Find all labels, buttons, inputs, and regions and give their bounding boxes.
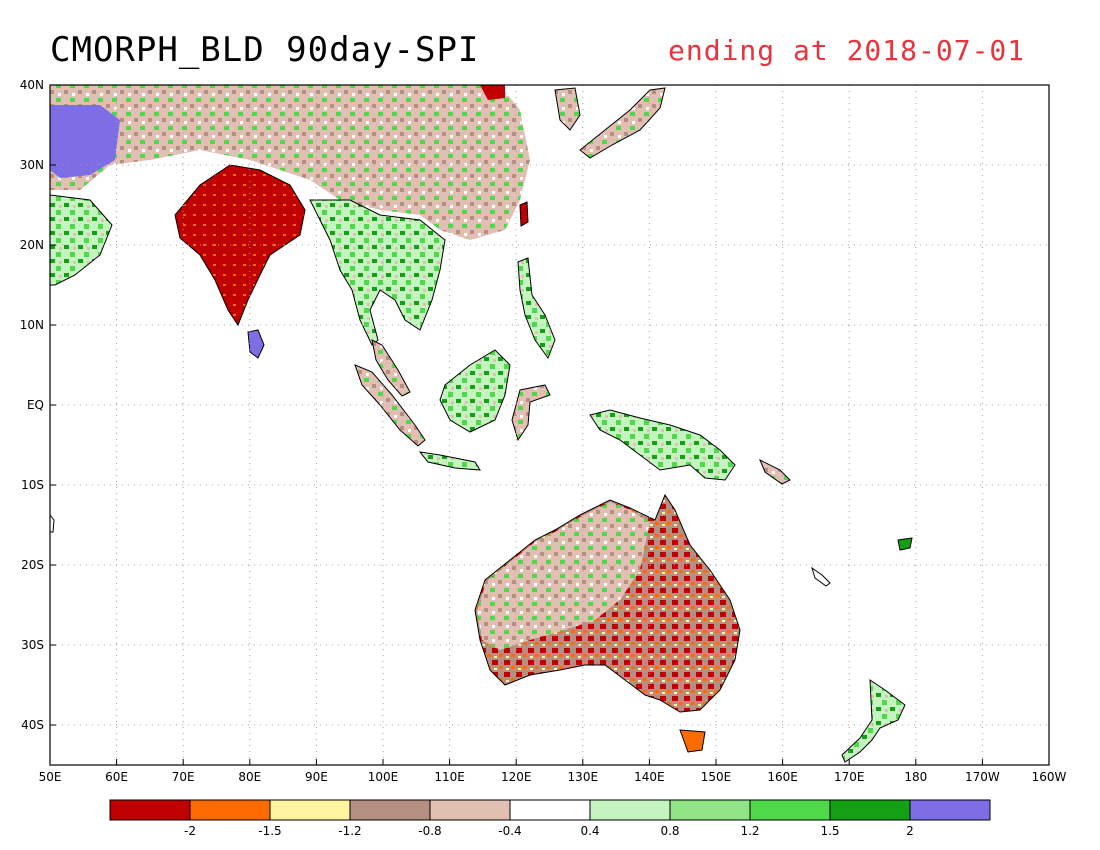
land-arabia xyxy=(50,194,113,286)
legend-swatch xyxy=(189,799,271,821)
land-australia-west xyxy=(477,502,650,650)
land-red-north xyxy=(480,85,505,100)
land-sri-lanka xyxy=(247,329,265,359)
lon-tick-label: 140E xyxy=(634,770,665,784)
lon-tick-label: 130E xyxy=(568,770,599,784)
legend-swatch xyxy=(429,799,511,821)
land-japan xyxy=(579,87,666,159)
latitude-ticks: 40N 30N 20N 10N EQ 10S 20S 30S 40S xyxy=(20,78,56,732)
lon-tick-label: 110E xyxy=(434,770,465,784)
lat-tick-label: 20S xyxy=(21,558,44,572)
land-indochina xyxy=(309,199,446,346)
land-india xyxy=(174,164,306,327)
lon-tick-label: 90E xyxy=(305,770,328,784)
map-subtitle: ending at 2018-07-01 xyxy=(668,34,1026,67)
legend-label: -0.8 xyxy=(418,824,441,838)
lat-tick-label: 10S xyxy=(21,478,44,492)
lon-tick-label: 100E xyxy=(368,770,399,784)
longitude-ticks: 50E 60E 70E 80E 90E 100E 110E 120E 130E 140E 150E 1… xyxy=(39,759,1067,784)
land-solomon xyxy=(759,458,791,485)
land-madagascar xyxy=(50,514,55,533)
legend-swatch xyxy=(589,799,671,821)
land-new-zealand xyxy=(841,679,906,763)
lon-tick-label: 160E xyxy=(767,770,798,784)
legend-swatch xyxy=(509,799,591,821)
land-regions xyxy=(50,85,913,763)
land-korea xyxy=(554,87,581,131)
land-blue-patch xyxy=(50,105,120,178)
legend-swatch xyxy=(909,799,991,821)
lon-tick-label: 120E xyxy=(501,770,532,784)
legend-label: 0.4 xyxy=(580,824,599,838)
lat-tick-label: 30N xyxy=(20,158,44,172)
lat-tick-label: 40S xyxy=(21,718,44,732)
map-title: CMORPH_BLD 90day-SPI xyxy=(50,30,480,70)
color-legend xyxy=(109,799,991,821)
lon-tick-label: 150E xyxy=(701,770,732,784)
land-taiwan xyxy=(519,201,529,227)
legend-swatch xyxy=(749,799,831,821)
lon-tick-label: 160W xyxy=(1032,770,1067,784)
legend-swatch xyxy=(109,799,191,821)
lat-tick-label: EQ xyxy=(27,398,44,412)
legend-swatch xyxy=(349,799,431,821)
legend-label: -1.2 xyxy=(338,824,361,838)
lon-tick-label: 170E xyxy=(834,770,865,784)
legend-swatch xyxy=(829,799,911,821)
legend-label: 1.2 xyxy=(740,824,759,838)
land-borneo xyxy=(439,349,511,433)
land-tasmania xyxy=(679,729,706,753)
land-sulawesi xyxy=(511,384,551,442)
lat-tick-label: 20N xyxy=(20,238,44,252)
land-malay xyxy=(371,339,411,397)
lon-tick-label: 70E xyxy=(172,770,195,784)
lon-tick-label: 80E xyxy=(238,770,261,784)
legend-label: 2 xyxy=(906,824,914,838)
lon-tick-label: 170W xyxy=(965,770,1000,784)
land-sumatra xyxy=(354,364,426,447)
lat-tick-label: 30S xyxy=(21,638,44,652)
lat-tick-label: 10N xyxy=(20,318,44,332)
land-fiji xyxy=(897,537,913,551)
legend-label: -1.5 xyxy=(258,824,281,838)
land-philippines xyxy=(517,257,556,360)
legend-label: 1.5 xyxy=(820,824,839,838)
lon-tick-label: 50E xyxy=(39,770,62,784)
land-new-guinea xyxy=(589,409,736,481)
lat-tick-label: 40N xyxy=(20,78,44,92)
land-new-caledonia xyxy=(811,566,831,587)
land-java xyxy=(418,451,481,471)
lon-tick-label: 60E xyxy=(105,770,128,784)
lon-tick-label: 180 xyxy=(904,770,927,784)
legend-swatch xyxy=(269,799,351,821)
color-legend-labels: -2 -1.5 -1.2 -0.8 -0.4 0.4 0.8 1.2 1.5 2 xyxy=(184,824,914,838)
legend-label: -2 xyxy=(184,824,196,838)
land-central-asia xyxy=(50,85,530,240)
legend-label: 0.8 xyxy=(660,824,679,838)
legend-swatch xyxy=(669,799,751,821)
legend-label: -0.4 xyxy=(498,824,521,838)
plot-frame xyxy=(49,84,1050,766)
